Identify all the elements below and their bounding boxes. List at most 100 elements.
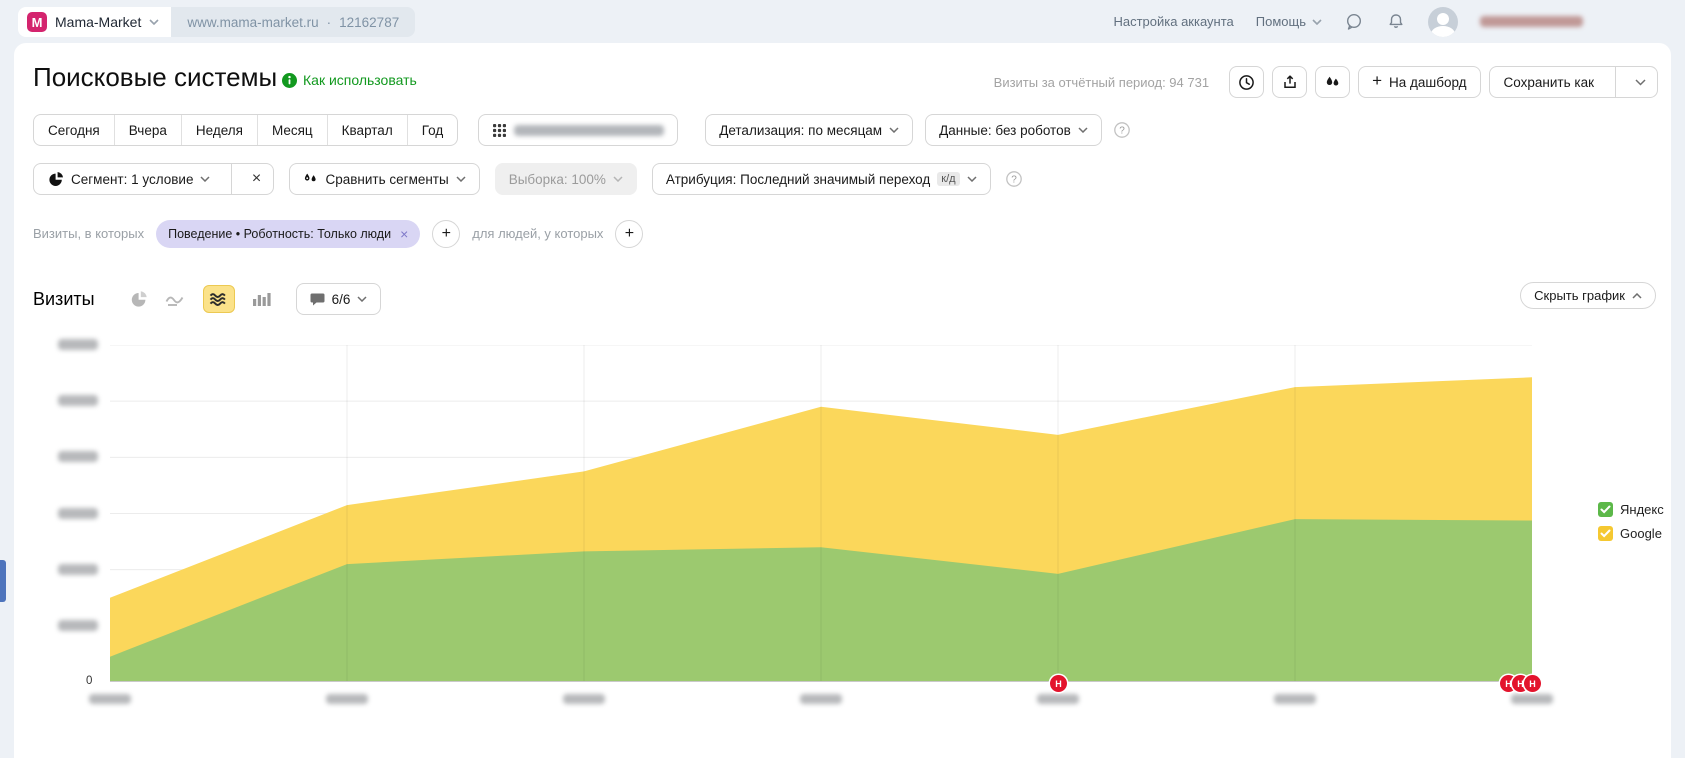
x-tick-label-redacted (89, 694, 131, 704)
add-visit-filter-button[interactable]: + (432, 219, 461, 248)
period-month[interactable]: Месяц (256, 115, 327, 145)
segment-clear-button[interactable]: × (251, 170, 262, 187)
chevron-down-icon (1312, 18, 1322, 25)
sampling-label: Выборка: 100% (508, 171, 606, 187)
drops-compare-icon (305, 173, 317, 181)
chart-type-pie-button[interactable] (130, 290, 148, 308)
line-chart-icon (165, 296, 183, 306)
metric-title: Визиты (33, 288, 95, 309)
svg-text:?: ? (1119, 126, 1125, 137)
calendar-grid-icon (493, 123, 507, 137)
detailization-dropdown[interactable]: Детализация: по месяцам (705, 114, 914, 146)
annotations-dropdown[interactable]: 6/6 (295, 283, 382, 315)
segment-label: Сегмент: 1 условие (71, 171, 194, 187)
y-tick-label-redacted (58, 451, 98, 463)
history-button[interactable] (1229, 66, 1265, 98)
date-range-button[interactable] (478, 114, 679, 146)
annotations-count: 6/6 (331, 291, 351, 307)
data-mode-dropdown[interactable]: Данные: без роботов (925, 114, 1102, 146)
legend-item-yandex[interactable]: Яндекс (1598, 502, 1664, 517)
period-quarter[interactable]: Квартал (326, 115, 407, 145)
chart-type-line-button[interactable] (165, 292, 186, 307)
hide-chart-button[interactable]: Скрыть график (1520, 282, 1656, 309)
y-tick-label-redacted (58, 507, 98, 519)
help-menu[interactable]: Помощь (1256, 14, 1322, 29)
y-axis-zero-label: 0 (86, 675, 93, 687)
how-to-use-link[interactable]: Как использовать (282, 72, 417, 88)
columns-chart-icon (252, 292, 271, 306)
question-icon[interactable]: ? (1005, 171, 1022, 187)
legend-item-google[interactable]: Google (1598, 526, 1664, 541)
svg-text:?: ? (1011, 175, 1017, 186)
chip-remove-icon[interactable]: × (400, 225, 409, 242)
chevron-down-icon (1078, 127, 1088, 133)
chevron-down-icon (967, 176, 977, 182)
chevron-down-icon (1634, 78, 1646, 86)
attribution-dropdown[interactable]: Атрибуция: Последний значимый переход к/… (651, 163, 991, 195)
detailization-label: Детализация: по месяцам (719, 122, 883, 138)
plus-icon: + (1372, 71, 1382, 90)
account-settings-link[interactable]: Настройка аккаунта (1113, 14, 1234, 29)
segment-dropdown[interactable]: Сегмент: 1 условие × (33, 163, 275, 195)
chart-legend: Яндекс Google (1598, 502, 1664, 541)
chat-bubble-icon (1346, 13, 1362, 30)
y-tick-label-redacted (58, 619, 98, 631)
x-tick-label-redacted (1037, 694, 1079, 704)
stacked-area-icon (209, 292, 226, 306)
annotation-badge[interactable]: Н (1050, 675, 1067, 692)
period-today[interactable]: Сегодня (48, 122, 100, 138)
pie-segment-icon (49, 172, 63, 186)
checkbox-checked-icon[interactable] (1598, 526, 1613, 541)
page-title: Поисковые системы (33, 62, 278, 92)
x-tick-label-redacted (1274, 694, 1316, 704)
behavior-filter-label: Поведение • Роботность: Только люди (168, 226, 392, 241)
info-icon (282, 72, 297, 88)
chevron-up-icon (1632, 292, 1642, 299)
chevron-down-icon (889, 127, 899, 133)
sampling-dropdown[interactable]: Выборка: 100% (494, 163, 637, 195)
question-icon[interactable]: ? (1113, 122, 1130, 138)
add-people-filter-button[interactable]: + (615, 219, 644, 248)
compare-segments-dropdown[interactable]: Сравнить сегменты (289, 163, 480, 195)
avatar-body (1431, 25, 1455, 37)
bell-icon (1389, 13, 1403, 28)
notifications-button[interactable] (1386, 12, 1406, 32)
separator-dot: · (326, 14, 332, 30)
user-avatar[interactable] (1428, 6, 1458, 37)
behavior-filter-chip[interactable]: Поведение • Роботность: Только люди × (156, 219, 421, 248)
side-panel-handle[interactable] (0, 560, 6, 602)
comments-button[interactable] (1315, 66, 1351, 98)
chevron-down-icon (613, 176, 623, 182)
save-as-label: Сохранить как (1503, 74, 1594, 90)
checkbox-checked-icon[interactable] (1598, 502, 1613, 517)
annotation-badge[interactable]: Н (1524, 675, 1541, 692)
redacted-date-range (514, 124, 665, 136)
chevron-down-icon (200, 176, 211, 182)
export-icon (1283, 75, 1296, 89)
chart-type-columns-button[interactable] (252, 292, 271, 307)
period-year[interactable]: Год (406, 115, 457, 145)
avatar-head (1437, 12, 1449, 25)
export-button[interactable] (1272, 66, 1308, 98)
visits-period-summary: Визиты за отчётный период: 94 731 (993, 74, 1210, 90)
period-week[interactable]: Неделя (180, 115, 257, 145)
quotes-icon (1326, 76, 1338, 86)
period-segmented-control: Сегодня Вчера Неделя Месяц Квартал Год (33, 114, 459, 146)
clock-icon (1239, 74, 1254, 90)
chart-canvas (110, 344, 1532, 683)
chart-type-area-button[interactable] (202, 285, 235, 313)
counter-name: Mama-Market (55, 14, 142, 30)
help-label: Помощь (1255, 14, 1306, 29)
y-tick-label-redacted (58, 563, 98, 575)
period-yesterday[interactable]: Вчера (113, 115, 181, 145)
attribution-badge: к/д (937, 172, 960, 186)
add-to-dashboard-button[interactable]: + На дашборд (1358, 66, 1481, 98)
save-as-button[interactable]: Сохранить как (1488, 66, 1658, 98)
save-as-chevron[interactable] (1623, 67, 1657, 97)
counter-url: www.mama-market.ru (187, 14, 319, 30)
y-tick-label-redacted (58, 395, 98, 407)
counter-switcher[interactable]: M Mama-Market (18, 7, 172, 37)
topbar: M Mama-Market www.mama-market.ru · 12162… (0, 0, 1685, 43)
counter-id: 12162787 (339, 14, 400, 30)
feedback-chat-button[interactable] (1344, 12, 1364, 32)
